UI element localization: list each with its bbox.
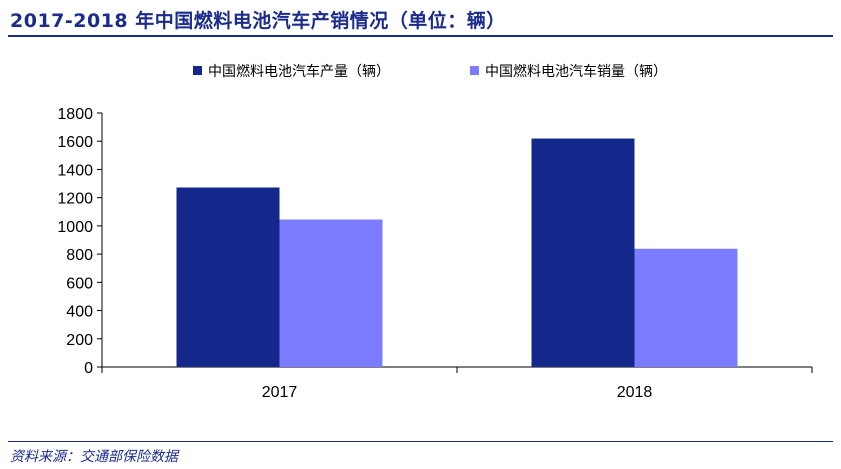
bar-2017-series-1 bbox=[176, 187, 280, 367]
y-tick-label: 1800 bbox=[57, 106, 93, 123]
y-tick-label: 800 bbox=[66, 247, 93, 264]
bar-2018-series-1 bbox=[531, 138, 635, 367]
bar-2017-series-2 bbox=[279, 219, 383, 367]
chart-title: 2017-2018 年中国燃料电池汽车产销情况（单位：辆） bbox=[10, 10, 506, 32]
y-tick-label: 600 bbox=[66, 275, 93, 292]
footer-rule bbox=[8, 441, 833, 442]
source-note: 资料来源：交通部保险数据 bbox=[10, 449, 178, 465]
y-tick-label: 400 bbox=[66, 304, 93, 321]
legend-swatch-2 bbox=[470, 66, 479, 75]
x-tick-label: 2018 bbox=[617, 384, 653, 401]
y-tick-label: 1200 bbox=[57, 191, 93, 208]
x-tick-label: 2017 bbox=[262, 384, 298, 401]
y-tick-label: 0 bbox=[84, 360, 93, 377]
y-tick-label: 1000 bbox=[57, 219, 93, 236]
legend-swatch-1 bbox=[193, 66, 202, 75]
legend-label-2: 中国燃料电池汽车销量（辆） bbox=[485, 63, 667, 80]
y-tick-label: 1400 bbox=[57, 162, 93, 179]
y-tick-label: 1600 bbox=[57, 134, 93, 151]
legend-label-1: 中国燃料电池汽车产量（辆） bbox=[208, 63, 390, 80]
bar-chart: 中国燃料电池汽车产量（辆） 中国燃料电池汽车销量（辆） 0 200 400 600 800 1… bbox=[57, 63, 813, 401]
y-tick-label: 200 bbox=[66, 332, 93, 349]
title-rule bbox=[8, 35, 833, 37]
bar-2018-series-2 bbox=[634, 248, 738, 367]
